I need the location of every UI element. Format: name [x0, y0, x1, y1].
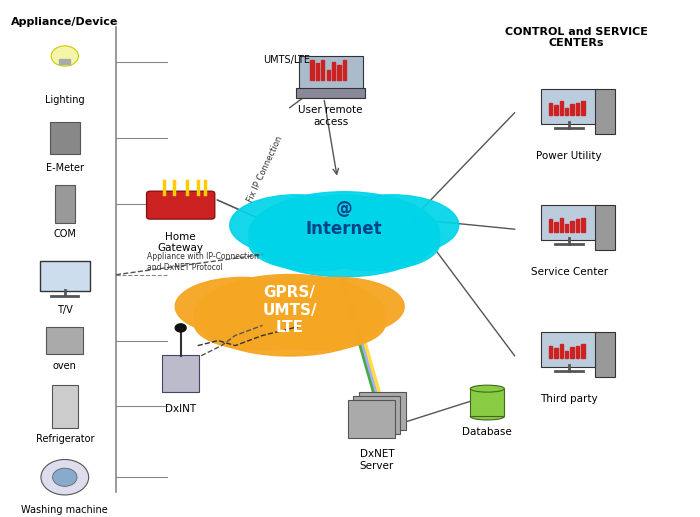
FancyBboxPatch shape: [554, 222, 557, 232]
FancyBboxPatch shape: [570, 221, 574, 232]
FancyBboxPatch shape: [337, 65, 341, 80]
FancyBboxPatch shape: [582, 344, 584, 358]
FancyBboxPatch shape: [299, 56, 363, 91]
FancyBboxPatch shape: [310, 59, 314, 80]
FancyBboxPatch shape: [50, 122, 80, 154]
Text: Service Center: Service Center: [531, 267, 608, 277]
FancyBboxPatch shape: [348, 400, 395, 438]
FancyBboxPatch shape: [554, 348, 557, 358]
Text: Home
Gateway: Home Gateway: [158, 232, 204, 253]
Text: User remote
access: User remote access: [298, 105, 363, 127]
FancyBboxPatch shape: [570, 347, 574, 358]
FancyBboxPatch shape: [570, 104, 574, 115]
FancyBboxPatch shape: [554, 105, 557, 115]
Circle shape: [41, 460, 89, 495]
Ellipse shape: [248, 216, 382, 271]
FancyBboxPatch shape: [595, 89, 615, 134]
Circle shape: [175, 324, 186, 332]
FancyBboxPatch shape: [540, 205, 598, 240]
Text: oven: oven: [53, 361, 77, 371]
Ellipse shape: [297, 195, 392, 244]
FancyBboxPatch shape: [359, 392, 406, 430]
FancyBboxPatch shape: [549, 103, 552, 115]
FancyBboxPatch shape: [540, 89, 598, 124]
Ellipse shape: [230, 195, 363, 255]
Ellipse shape: [306, 216, 440, 271]
Text: Third party: Third party: [540, 394, 598, 404]
Ellipse shape: [248, 192, 440, 277]
FancyBboxPatch shape: [576, 219, 580, 232]
FancyBboxPatch shape: [162, 355, 199, 392]
Ellipse shape: [242, 278, 337, 324]
FancyBboxPatch shape: [316, 63, 319, 80]
FancyBboxPatch shape: [296, 88, 365, 98]
Circle shape: [51, 46, 78, 66]
Circle shape: [52, 468, 77, 486]
Ellipse shape: [195, 275, 385, 356]
Text: GPRS/
UMTS/
LTE: GPRS/ UMTS/ LTE: [262, 285, 317, 335]
Text: Appliance/Device: Appliance/Device: [11, 17, 118, 26]
FancyBboxPatch shape: [582, 101, 584, 115]
FancyBboxPatch shape: [565, 351, 568, 358]
FancyBboxPatch shape: [146, 191, 215, 219]
Text: Lighting: Lighting: [45, 95, 85, 105]
FancyBboxPatch shape: [565, 224, 568, 232]
Text: Database: Database: [463, 427, 512, 437]
FancyBboxPatch shape: [55, 185, 75, 223]
Text: CONTROL and SERVICE
CENTERs: CONTROL and SERVICE CENTERs: [505, 27, 648, 48]
Text: E-Meter: E-Meter: [46, 163, 84, 173]
Ellipse shape: [195, 298, 328, 350]
FancyBboxPatch shape: [40, 261, 90, 291]
Text: DxINT: DxINT: [165, 404, 196, 414]
FancyBboxPatch shape: [576, 103, 580, 115]
Text: COM: COM: [53, 229, 76, 239]
FancyBboxPatch shape: [52, 385, 78, 428]
FancyBboxPatch shape: [332, 62, 335, 80]
FancyBboxPatch shape: [46, 327, 83, 354]
Ellipse shape: [470, 413, 505, 420]
Ellipse shape: [470, 385, 505, 392]
FancyBboxPatch shape: [565, 108, 568, 115]
FancyBboxPatch shape: [354, 396, 400, 434]
FancyBboxPatch shape: [470, 389, 505, 417]
Ellipse shape: [175, 278, 309, 336]
FancyBboxPatch shape: [326, 70, 330, 80]
Text: Washing machine: Washing machine: [22, 505, 108, 515]
FancyBboxPatch shape: [540, 332, 598, 367]
FancyBboxPatch shape: [559, 218, 563, 232]
Text: Fix IP Connection: Fix IP Connection: [246, 134, 284, 204]
Text: Appliance with IP-Connection
and DxNET Protocol: Appliance with IP-Connection and DxNET P…: [146, 252, 258, 272]
FancyBboxPatch shape: [549, 219, 552, 232]
FancyBboxPatch shape: [343, 59, 346, 80]
Text: Refrigerator: Refrigerator: [36, 434, 94, 444]
FancyBboxPatch shape: [582, 218, 584, 232]
FancyBboxPatch shape: [321, 59, 325, 80]
FancyBboxPatch shape: [595, 205, 615, 250]
FancyBboxPatch shape: [549, 345, 552, 358]
FancyBboxPatch shape: [559, 101, 563, 115]
FancyBboxPatch shape: [60, 59, 70, 64]
Text: @
Internet: @ Internet: [306, 200, 382, 238]
Text: T/V: T/V: [57, 305, 73, 315]
Text: UMTS/LTE: UMTS/LTE: [262, 55, 310, 65]
FancyBboxPatch shape: [559, 344, 563, 358]
Text: Power Utility: Power Utility: [536, 151, 602, 161]
Text: DxNET
Server: DxNET Server: [360, 449, 394, 471]
Ellipse shape: [325, 195, 458, 255]
FancyBboxPatch shape: [576, 345, 580, 358]
Ellipse shape: [251, 298, 385, 350]
Ellipse shape: [271, 278, 404, 336]
FancyBboxPatch shape: [595, 332, 615, 377]
